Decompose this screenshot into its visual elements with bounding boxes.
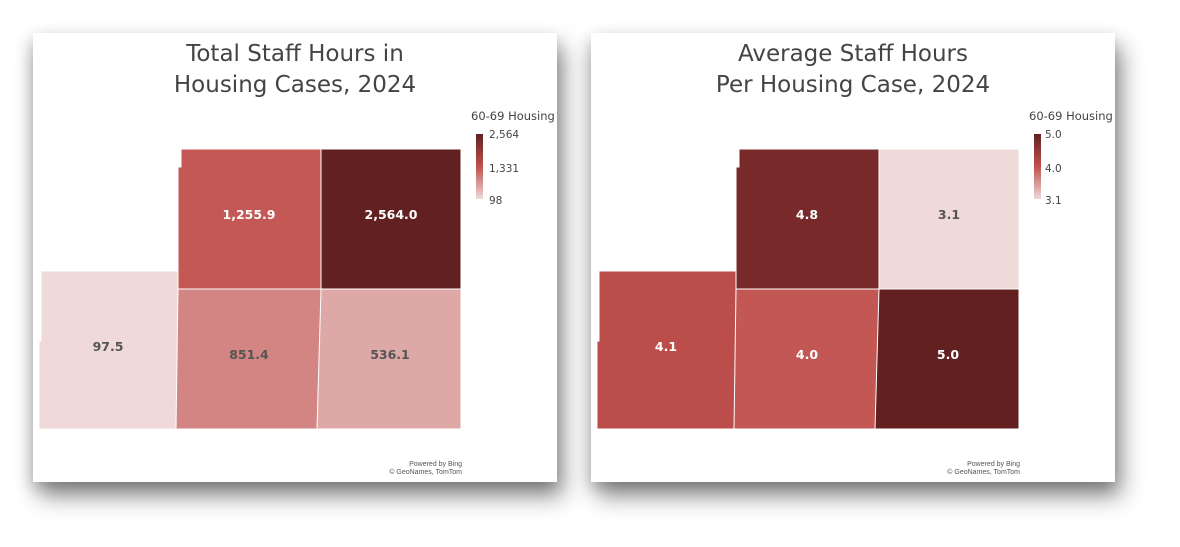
map-region-south-east[interactable] xyxy=(316,288,462,430)
map-attribution: Powered by Bing © GeoNames, TomTom xyxy=(880,461,1020,477)
legend-max-label: 5.0 xyxy=(1045,129,1062,141)
attribution-copyright: © GeoNames, TomTom xyxy=(389,469,462,476)
region-value-label: 536.1 xyxy=(370,347,410,362)
chart-title-line-2: Housing Cases, 2024 xyxy=(173,72,417,98)
attribution-copyright: © GeoNames, TomTom xyxy=(947,469,1020,476)
legend-min-label: 98 xyxy=(489,195,503,207)
region-value-label: 5.0 xyxy=(937,347,959,362)
chart-title: Total Staff Hours in Housing Cases, 2024 xyxy=(33,39,557,101)
region-value-label: 851.4 xyxy=(229,347,269,362)
chart-panel-average-hours: Average Staff Hours Per Housing Case, 20… xyxy=(591,33,1115,482)
map-region-south-east[interactable] xyxy=(874,288,1020,430)
legend-title: 60-69 Housing xyxy=(1029,109,1113,123)
chart-title-line-1: Total Staff Hours in xyxy=(186,41,404,67)
region-value-label: 1,255.9 xyxy=(223,207,276,222)
region-value-label: 2,564.0 xyxy=(365,207,418,222)
region-value-label: 4.8 xyxy=(796,207,818,222)
legend-min-label: 3.1 xyxy=(1045,195,1062,207)
chart-panel-total-hours: Total Staff Hours in Housing Cases, 2024… xyxy=(33,33,557,482)
map-region-south-west[interactable] xyxy=(38,270,179,430)
region-value-label: 4.1 xyxy=(655,339,677,354)
choropleth-map: 1,255.9 2,564.0 97.5 851.4 536.1 xyxy=(38,148,462,430)
region-value-label: 3.1 xyxy=(938,207,960,222)
chart-title-line-2: Per Housing Case, 2024 xyxy=(715,72,991,98)
region-value-label: 4.0 xyxy=(796,347,818,362)
legend-color-bar xyxy=(1034,134,1041,199)
chart-title-line-1: Average Staff Hours xyxy=(737,41,968,67)
legend-color-bar xyxy=(476,134,483,199)
map-region-south-west[interactable] xyxy=(596,270,737,430)
map-attribution: Powered by Bing © GeoNames, TomTom xyxy=(322,461,462,477)
attribution-powered-by: Powered by Bing xyxy=(409,461,462,468)
choropleth-map: 4.8 3.1 4.1 4.0 5.0 xyxy=(596,148,1020,430)
legend-title: 60-69 Housing xyxy=(471,109,555,123)
chart-title: Average Staff Hours Per Housing Case, 20… xyxy=(591,39,1115,101)
region-value-label: 97.5 xyxy=(93,339,124,354)
attribution-powered-by: Powered by Bing xyxy=(967,461,1020,468)
legend-mid-label: 4.0 xyxy=(1045,163,1062,175)
legend-max-label: 2,564 xyxy=(489,129,520,141)
legend-mid-label: 1,331 xyxy=(489,163,520,175)
